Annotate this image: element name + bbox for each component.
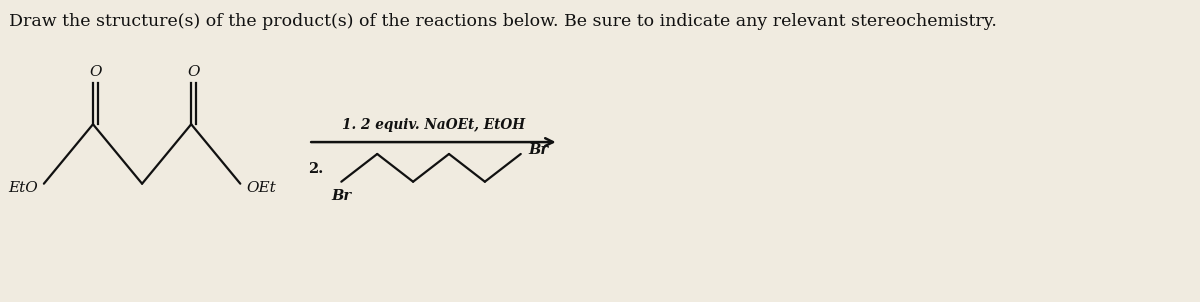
Text: EtO: EtO bbox=[8, 181, 38, 195]
Text: Br: Br bbox=[331, 189, 352, 203]
Text: 2.: 2. bbox=[308, 162, 324, 176]
Text: O: O bbox=[89, 65, 102, 79]
Text: OEt: OEt bbox=[246, 181, 276, 195]
Text: O: O bbox=[187, 65, 200, 79]
Text: 1. 2 equiv. NaOEt, EtOH: 1. 2 equiv. NaOEt, EtOH bbox=[342, 118, 524, 132]
Text: Draw the structure(s) of the product(s) of the reactions below. Be sure to indic: Draw the structure(s) of the product(s) … bbox=[8, 13, 997, 30]
Text: Br: Br bbox=[528, 143, 548, 157]
